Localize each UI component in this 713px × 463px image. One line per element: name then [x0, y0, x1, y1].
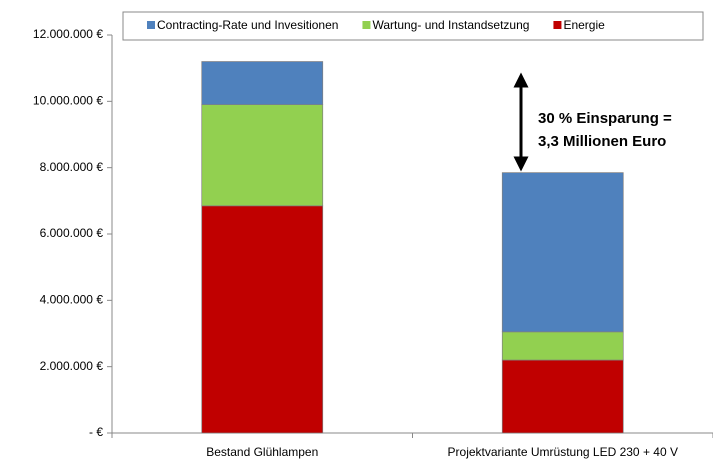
legend-swatch: [553, 21, 562, 29]
bar-segment: [501, 359, 624, 434]
bar-segment: [201, 104, 324, 207]
y-tick-label: - €: [89, 425, 103, 439]
y-tick-label: 4.000.000 €: [40, 293, 104, 307]
annotation: 3,3 Millionen Euro: [538, 133, 666, 150]
bar-segment: [501, 172, 624, 333]
x-tick-label: Bestand Glühlampen: [206, 445, 318, 459]
y-tick-label: 10.000.000 €: [33, 94, 103, 108]
legend-label: Contracting-Rate und Invesitionen: [157, 18, 338, 32]
legend-label: Energie: [563, 18, 605, 32]
y-tick-label: 8.000.000 €: [40, 160, 104, 174]
bar-segment: [201, 61, 324, 105]
legend-box: [122, 11, 704, 41]
y-tick-label: 6.000.000 €: [40, 226, 104, 240]
annotation: 30 % Einsparung =: [538, 110, 672, 127]
y-tick-label: 12.000.000 €: [33, 27, 103, 41]
legend-swatch: [362, 21, 371, 29]
x-tick-label: Projektvariante Umrüstung LED 230 + 40 V: [448, 445, 678, 459]
bar-segment: [501, 331, 624, 361]
legend-label: Wartung- und Instandsetzung: [372, 18, 529, 32]
y-tick-label: 2.000.000 €: [40, 359, 104, 373]
bar-segment: [201, 205, 324, 434]
legend-swatch: [147, 21, 155, 29]
